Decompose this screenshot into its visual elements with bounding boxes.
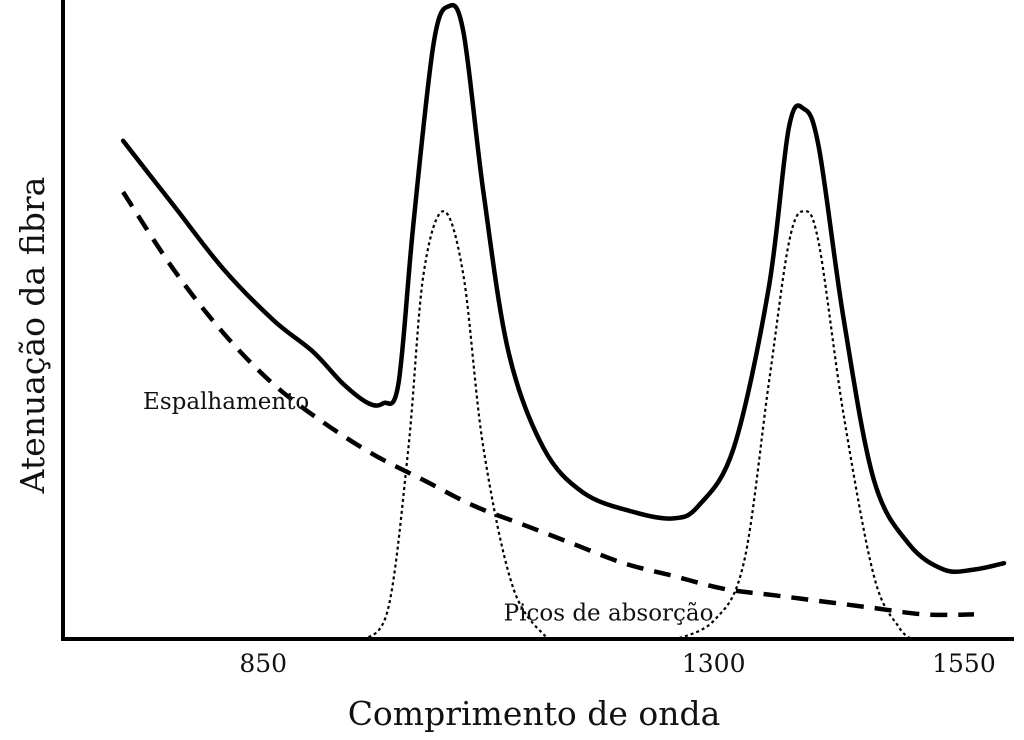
- x-axis-title: Comprimento de onda: [348, 694, 721, 733]
- series-line-3-dotted: [362, 210, 550, 641]
- x-tick-label: 850: [239, 649, 287, 678]
- x-tick-label: 1550: [932, 649, 996, 678]
- x-tick-labels: 850 1300 1550: [239, 649, 995, 678]
- annotation-label: Espalhamento: [143, 389, 309, 415]
- series-line-1-solid: [120, 2, 1007, 575]
- annotations: Espalhamento Picos de absorção: [143, 389, 713, 626]
- series-line-4-dotted: [673, 210, 915, 642]
- plot-area: [120, 2, 1007, 642]
- x-tick-label: 1300: [682, 649, 746, 678]
- series-line-2-dashed: [121, 190, 975, 618]
- annotation-label: Picos de absorção: [504, 600, 714, 626]
- y-axis-title: Atenuação da fibra: [13, 177, 52, 495]
